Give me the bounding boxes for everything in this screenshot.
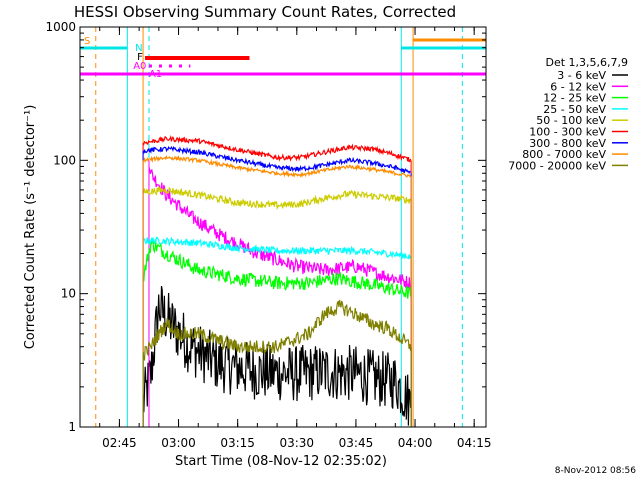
chart-title: HESSI Observing Summary Count Rates, Cor… bbox=[74, 3, 456, 21]
x-tick-label-5: 04:00 bbox=[398, 436, 433, 450]
plot-frame bbox=[79, 26, 487, 428]
legend-label-4: 50 - 100 keV bbox=[536, 114, 606, 127]
flag-label-n: N bbox=[135, 43, 142, 54]
series-0 bbox=[142, 285, 412, 426]
legend-label-0: 3 - 6 keV bbox=[557, 69, 606, 82]
series-1 bbox=[148, 166, 412, 290]
series-5 bbox=[142, 134, 412, 163]
flag-label-a1: A1 bbox=[149, 69, 162, 80]
x-axis-label: Start Time (08-Nov-12 02:35:02) bbox=[175, 454, 387, 469]
legend-label-5: 100 - 300 keV bbox=[529, 126, 606, 139]
series-6 bbox=[142, 145, 411, 175]
legend-label-1: 6 - 12 keV bbox=[550, 80, 606, 93]
y-axis-label: Corrected Count Rate (s⁻¹ detector⁻¹) bbox=[23, 105, 38, 350]
legend-label-7: 800 - 7000 keV bbox=[522, 148, 606, 161]
series-4 bbox=[142, 185, 412, 210]
x-tick-label-1: 03:00 bbox=[161, 436, 196, 450]
x-tick-label-4: 03:45 bbox=[339, 436, 374, 450]
y-tick-label-1: 10 bbox=[61, 287, 76, 301]
series-8 bbox=[142, 299, 412, 361]
legend-label-6: 300 - 800 keV bbox=[529, 137, 606, 150]
series-2 bbox=[142, 238, 412, 299]
series-7 bbox=[142, 154, 411, 179]
flag-label-a0: A0 bbox=[133, 61, 146, 72]
y-tick-label-0: 1 bbox=[68, 420, 76, 434]
x-tick-label-2: 03:15 bbox=[220, 436, 255, 450]
x-tick-label-0: 02:45 bbox=[102, 436, 137, 450]
legend-label-3: 25 - 50 keV bbox=[543, 103, 606, 116]
axes-layer: 02:45 03:00 03:15 03:30 03:45 04:00 04:15 1 10 10… bbox=[45, 20, 491, 450]
flag-label-f: F bbox=[137, 52, 143, 63]
footer-date: 8-Nov-2012 08:56 bbox=[555, 466, 637, 476]
x-tick-label-6: 04:15 bbox=[457, 436, 492, 450]
legend-label-8: 7000 - 20000 keV bbox=[508, 159, 606, 172]
x-tick-label-3: 03:30 bbox=[279, 436, 314, 450]
legend-label-2: 12 - 25 keV bbox=[543, 92, 606, 105]
y-tick-label-2: 100 bbox=[53, 153, 76, 167]
flag-label-s: S bbox=[84, 36, 90, 47]
series-3 bbox=[142, 236, 412, 260]
legend-title: Det 1,3,5,6,7,9 bbox=[545, 56, 628, 69]
y-tick-label-3: 1000 bbox=[45, 20, 76, 34]
